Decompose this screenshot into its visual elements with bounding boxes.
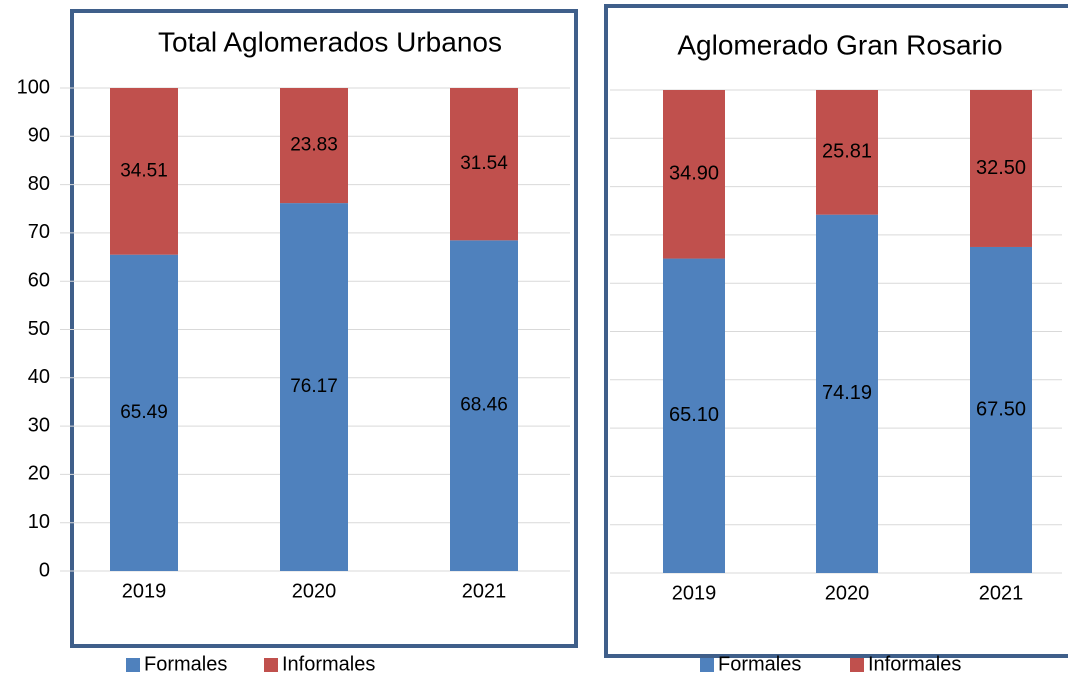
- legend-label: Informales: [282, 653, 375, 675]
- legend-swatch: [264, 658, 278, 672]
- bar-segment: [970, 246, 1032, 573]
- data-label: 74.19: [822, 382, 872, 404]
- legend-swatch: [700, 658, 714, 672]
- bar-segment: [280, 203, 348, 571]
- y-tick-label: 40: [28, 366, 50, 388]
- data-label: 65.49: [120, 402, 168, 423]
- y-tick-label: 50: [28, 318, 50, 340]
- chart-title: Total Aglomerados Urbanos: [158, 26, 502, 57]
- y-tick-label: 20: [28, 463, 50, 485]
- chart-frame: [604, 4, 1068, 658]
- y-tick-label: 0: [39, 559, 50, 581]
- chart-frame: [70, 9, 578, 648]
- x-tick-label: 2021: [979, 582, 1024, 604]
- legend-swatch: [126, 658, 140, 672]
- bar-segment: [663, 258, 725, 573]
- y-tick-label: 10: [28, 511, 50, 533]
- chart-title: Aglomerado Gran Rosario: [677, 29, 1002, 60]
- y-tick-label: 100: [17, 76, 50, 98]
- bar-segment: [280, 88, 348, 204]
- bar-segment: [816, 214, 878, 573]
- data-label: 65.10: [669, 404, 719, 426]
- data-label: 31.54: [460, 153, 508, 174]
- legend-swatch: [850, 658, 864, 672]
- y-tick-label: 30: [28, 414, 50, 436]
- y-tick-label: 70: [28, 221, 50, 243]
- x-tick-label: 2019: [672, 582, 717, 604]
- legend-label: Informales: [868, 653, 961, 675]
- bar-segment: [816, 90, 878, 215]
- data-label: 76.17: [290, 376, 338, 397]
- x-tick-label: 2021: [462, 580, 507, 602]
- y-tick-label: 90: [28, 125, 50, 147]
- legend-label: Formales: [718, 653, 801, 675]
- x-tick-label: 2020: [825, 582, 870, 604]
- data-label: 67.50: [976, 398, 1026, 420]
- data-label: 23.83: [290, 135, 338, 156]
- bar-segment: [110, 88, 178, 255]
- data-label: 68.46: [460, 395, 508, 416]
- data-label: 25.81: [822, 141, 872, 163]
- bar-segment: [110, 254, 178, 572]
- bar-segment: [450, 88, 518, 241]
- bar-segment: [663, 90, 725, 259]
- data-label: 34.51: [120, 160, 168, 181]
- data-label: 32.50: [976, 157, 1026, 179]
- y-tick-label: 60: [28, 269, 50, 291]
- data-label: 34.90: [669, 163, 719, 185]
- bar-segment: [450, 240, 518, 571]
- y-tick-label: 80: [28, 173, 50, 195]
- x-tick-label: 2019: [122, 580, 167, 602]
- bar-segment: [970, 90, 1032, 247]
- x-tick-label: 2020: [292, 580, 337, 602]
- legend-label: Formales: [144, 653, 227, 675]
